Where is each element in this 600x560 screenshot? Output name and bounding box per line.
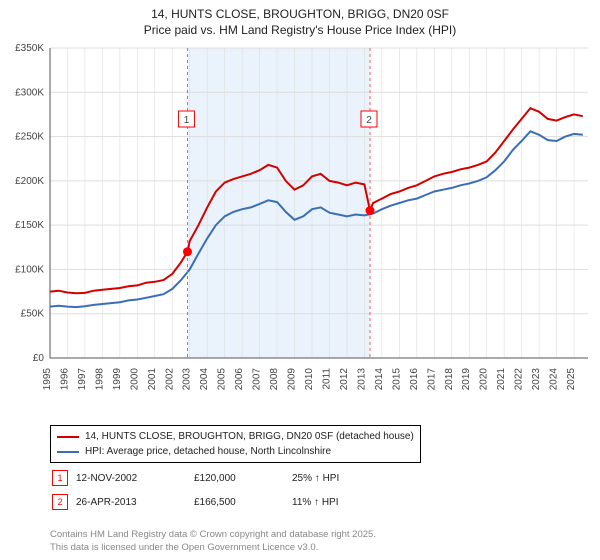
svg-text:1999: 1999 [112,368,123,391]
svg-text:2003: 2003 [182,368,193,391]
legend-label-0: 14, HUNTS CLOSE, BROUGHTON, BRIGG, DN20 … [85,429,414,444]
svg-text:2: 2 [366,115,372,126]
svg-text:£250K: £250K [15,132,44,143]
svg-text:2020: 2020 [479,368,490,391]
svg-text:2006: 2006 [234,368,245,391]
svg-text:£300K: £300K [15,87,44,98]
svg-text:2018: 2018 [444,368,455,391]
transaction-hpi-2: 11% ↑ HPI [292,491,345,513]
svg-text:1995: 1995 [42,368,53,391]
svg-text:£200K: £200K [15,176,44,187]
svg-text:2007: 2007 [252,368,263,391]
svg-text:£100K: £100K [15,264,44,275]
svg-text:2010: 2010 [304,368,315,391]
svg-text:£50K: £50K [21,309,45,320]
svg-text:2025: 2025 [566,368,577,391]
legend-row-0: 14, HUNTS CLOSE, BROUGHTON, BRIGG, DN20 … [57,429,414,444]
svg-text:2017: 2017 [426,368,437,391]
transaction-row-2: 2 26-APR-2013 £166,500 11% ↑ HPI [52,491,345,513]
svg-text:2012: 2012 [339,368,350,391]
transaction-date-1: 12-NOV-2002 [76,467,192,489]
transaction-marker-1: 1 [52,470,68,486]
svg-text:2019: 2019 [461,368,472,391]
svg-text:2024: 2024 [549,368,560,391]
svg-text:2009: 2009 [287,368,298,391]
legend-swatch-0 [57,436,79,438]
svg-text:2005: 2005 [217,368,228,391]
svg-text:2004: 2004 [199,368,210,391]
transaction-row-1: 1 12-NOV-2002 £120,000 25% ↑ HPI [52,467,345,489]
svg-text:£150K: £150K [15,220,44,231]
title-line2: Price paid vs. HM Land Registry's House … [0,22,600,38]
transaction-date-2: 26-APR-2013 [76,491,192,513]
svg-text:1: 1 [184,115,190,126]
transaction-hpi-1: 25% ↑ HPI [292,467,345,489]
svg-text:2013: 2013 [356,368,367,391]
transaction-price-2: £166,500 [194,491,290,513]
svg-text:1996: 1996 [59,368,70,391]
transaction-table: 1 12-NOV-2002 £120,000 25% ↑ HPI 2 26-AP… [50,465,347,515]
title-line1: 14, HUNTS CLOSE, BROUGHTON, BRIGG, DN20 … [0,6,600,22]
svg-text:2000: 2000 [129,368,140,391]
chart-svg: £0 £50K £100K £150K £200K £250K £300K £350K 1995… [0,40,600,420]
chart-title: 14, HUNTS CLOSE, BROUGHTON, BRIGG, DN20 … [0,0,600,38]
footer-line2: This data is licensed under the Open Gov… [50,542,376,554]
svg-text:£350K: £350K [15,43,44,54]
footer: Contains HM Land Registry data © Crown c… [50,529,376,554]
svg-text:2014: 2014 [374,368,385,391]
svg-text:2022: 2022 [514,368,525,391]
svg-text:1997: 1997 [77,368,88,391]
legend-label-1: HPI: Average price, detached house, Nort… [85,444,331,459]
svg-text:1998: 1998 [94,368,105,391]
footer-line1: Contains HM Land Registry data © Crown c… [50,529,376,541]
svg-text:2023: 2023 [531,368,542,391]
legend-swatch-1 [57,451,79,453]
svg-text:£0: £0 [33,353,45,364]
legend: 14, HUNTS CLOSE, BROUGHTON, BRIGG, DN20 … [50,425,421,463]
svg-text:2011: 2011 [321,368,332,390]
legend-row-1: HPI: Average price, detached house, Nort… [57,444,414,459]
svg-text:2016: 2016 [409,368,420,391]
svg-text:2015: 2015 [391,368,402,391]
transaction-price-1: £120,000 [194,467,290,489]
svg-text:2002: 2002 [164,368,175,391]
chart-area: £0 £50K £100K £150K £200K £250K £300K £350K 1995… [0,40,600,420]
svg-text:2001: 2001 [147,368,158,391]
svg-text:2008: 2008 [269,368,280,391]
svg-text:2021: 2021 [496,368,507,391]
transaction-marker-2: 2 [52,494,68,510]
